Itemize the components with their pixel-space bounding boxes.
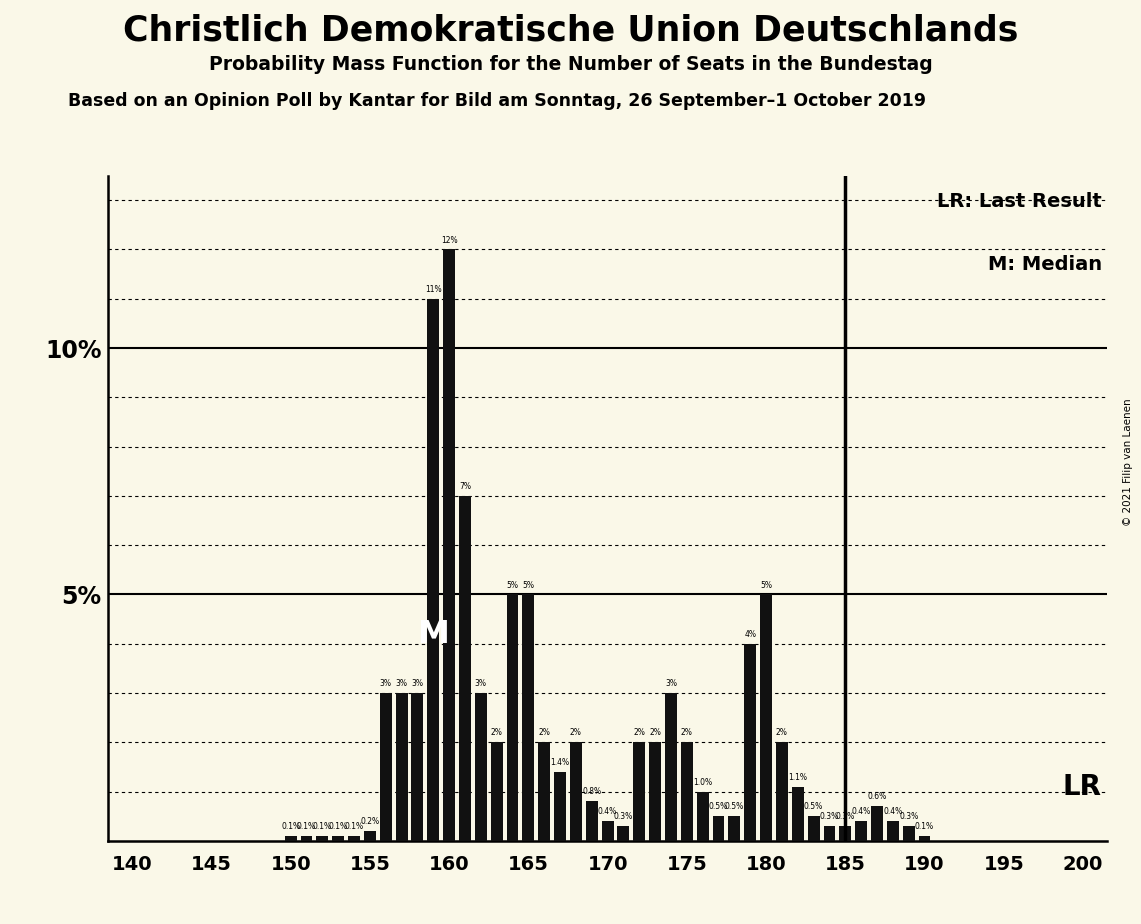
Text: 2%: 2%	[539, 728, 550, 737]
Text: 0.1%: 0.1%	[313, 822, 332, 831]
Text: 2%: 2%	[491, 728, 502, 737]
Text: 7%: 7%	[459, 482, 471, 491]
Text: 0.8%: 0.8%	[582, 787, 601, 796]
Text: 0.1%: 0.1%	[329, 822, 348, 831]
Text: 0.3%: 0.3%	[899, 812, 919, 821]
Bar	[332, 836, 345, 841]
Bar	[475, 693, 487, 841]
Text: 5%: 5%	[760, 580, 772, 590]
Text: 0.6%: 0.6%	[867, 793, 887, 801]
Text: Christlich Demokratische Union Deutschlands: Christlich Demokratische Union Deutschla…	[123, 14, 1018, 48]
Bar	[459, 496, 471, 841]
Bar	[316, 836, 329, 841]
Bar	[919, 836, 930, 841]
Text: 0.1%: 0.1%	[345, 822, 364, 831]
Bar	[887, 821, 899, 841]
Text: 0.1%: 0.1%	[281, 822, 300, 831]
Text: 0.4%: 0.4%	[883, 808, 903, 816]
Text: Based on an Opinion Poll by Kantar for Bild am Sonntag, 26 September–1 October 2: Based on an Opinion Poll by Kantar for B…	[68, 92, 926, 110]
Bar	[713, 816, 725, 841]
Bar	[443, 249, 455, 841]
Bar	[649, 742, 661, 841]
Text: 3%: 3%	[475, 679, 487, 688]
Bar	[744, 644, 756, 841]
Text: 0.5%: 0.5%	[725, 802, 744, 811]
Text: 2%: 2%	[633, 728, 645, 737]
Bar	[665, 693, 677, 841]
Text: M: M	[418, 619, 450, 650]
Text: 0.4%: 0.4%	[851, 808, 871, 816]
Bar	[856, 821, 867, 841]
Bar	[523, 594, 534, 841]
Bar	[364, 831, 375, 841]
Bar	[697, 792, 709, 841]
Bar	[840, 826, 851, 841]
Text: 1.1%: 1.1%	[788, 772, 807, 782]
Text: 11%: 11%	[424, 285, 442, 294]
Text: 0.3%: 0.3%	[835, 812, 855, 821]
Text: 2%: 2%	[776, 728, 787, 737]
Bar	[617, 826, 630, 841]
Text: 3%: 3%	[396, 679, 407, 688]
Text: 0.5%: 0.5%	[804, 802, 823, 811]
Bar	[776, 742, 787, 841]
Text: 0.1%: 0.1%	[297, 822, 316, 831]
Text: 4%: 4%	[744, 630, 756, 638]
Text: 0.3%: 0.3%	[614, 812, 633, 821]
Text: LR: LR	[1062, 772, 1102, 801]
Bar	[555, 772, 566, 841]
Text: 5%: 5%	[507, 580, 518, 590]
Bar	[539, 742, 550, 841]
Bar	[428, 298, 439, 841]
Bar	[570, 742, 582, 841]
Text: Probability Mass Function for the Number of Seats in the Bundestag: Probability Mass Function for the Number…	[209, 55, 932, 75]
Text: 12%: 12%	[440, 236, 458, 245]
Text: 3%: 3%	[412, 679, 423, 688]
Bar	[760, 594, 772, 841]
Text: 3%: 3%	[380, 679, 391, 688]
Text: 5%: 5%	[523, 580, 534, 590]
Text: 2%: 2%	[570, 728, 582, 737]
Text: 0.5%: 0.5%	[709, 802, 728, 811]
Text: 0.3%: 0.3%	[820, 812, 839, 821]
Bar	[824, 826, 835, 841]
Bar	[903, 826, 915, 841]
Text: 3%: 3%	[665, 679, 677, 688]
Bar	[412, 693, 423, 841]
Bar	[633, 742, 645, 841]
Bar	[300, 836, 313, 841]
Bar	[808, 816, 819, 841]
Text: 1.4%: 1.4%	[550, 758, 569, 767]
Text: LR: Last Result: LR: Last Result	[937, 192, 1102, 212]
Text: 0.2%: 0.2%	[361, 817, 380, 826]
Bar	[285, 836, 297, 841]
Text: 1.0%: 1.0%	[693, 778, 712, 786]
Text: 0.4%: 0.4%	[598, 808, 617, 816]
Bar	[601, 821, 614, 841]
Bar	[728, 816, 741, 841]
Text: 2%: 2%	[681, 728, 693, 737]
Text: M: Median: M: Median	[988, 255, 1102, 274]
Bar	[380, 693, 391, 841]
Text: 0.1%: 0.1%	[915, 822, 934, 831]
Bar	[585, 801, 598, 841]
Bar	[396, 693, 407, 841]
Bar	[871, 807, 883, 841]
Bar	[491, 742, 502, 841]
Bar	[348, 836, 359, 841]
Bar	[681, 742, 693, 841]
Bar	[792, 786, 803, 841]
Text: 2%: 2%	[649, 728, 661, 737]
Bar	[507, 594, 518, 841]
Text: © 2021 Filip van Laenen: © 2021 Filip van Laenen	[1123, 398, 1133, 526]
